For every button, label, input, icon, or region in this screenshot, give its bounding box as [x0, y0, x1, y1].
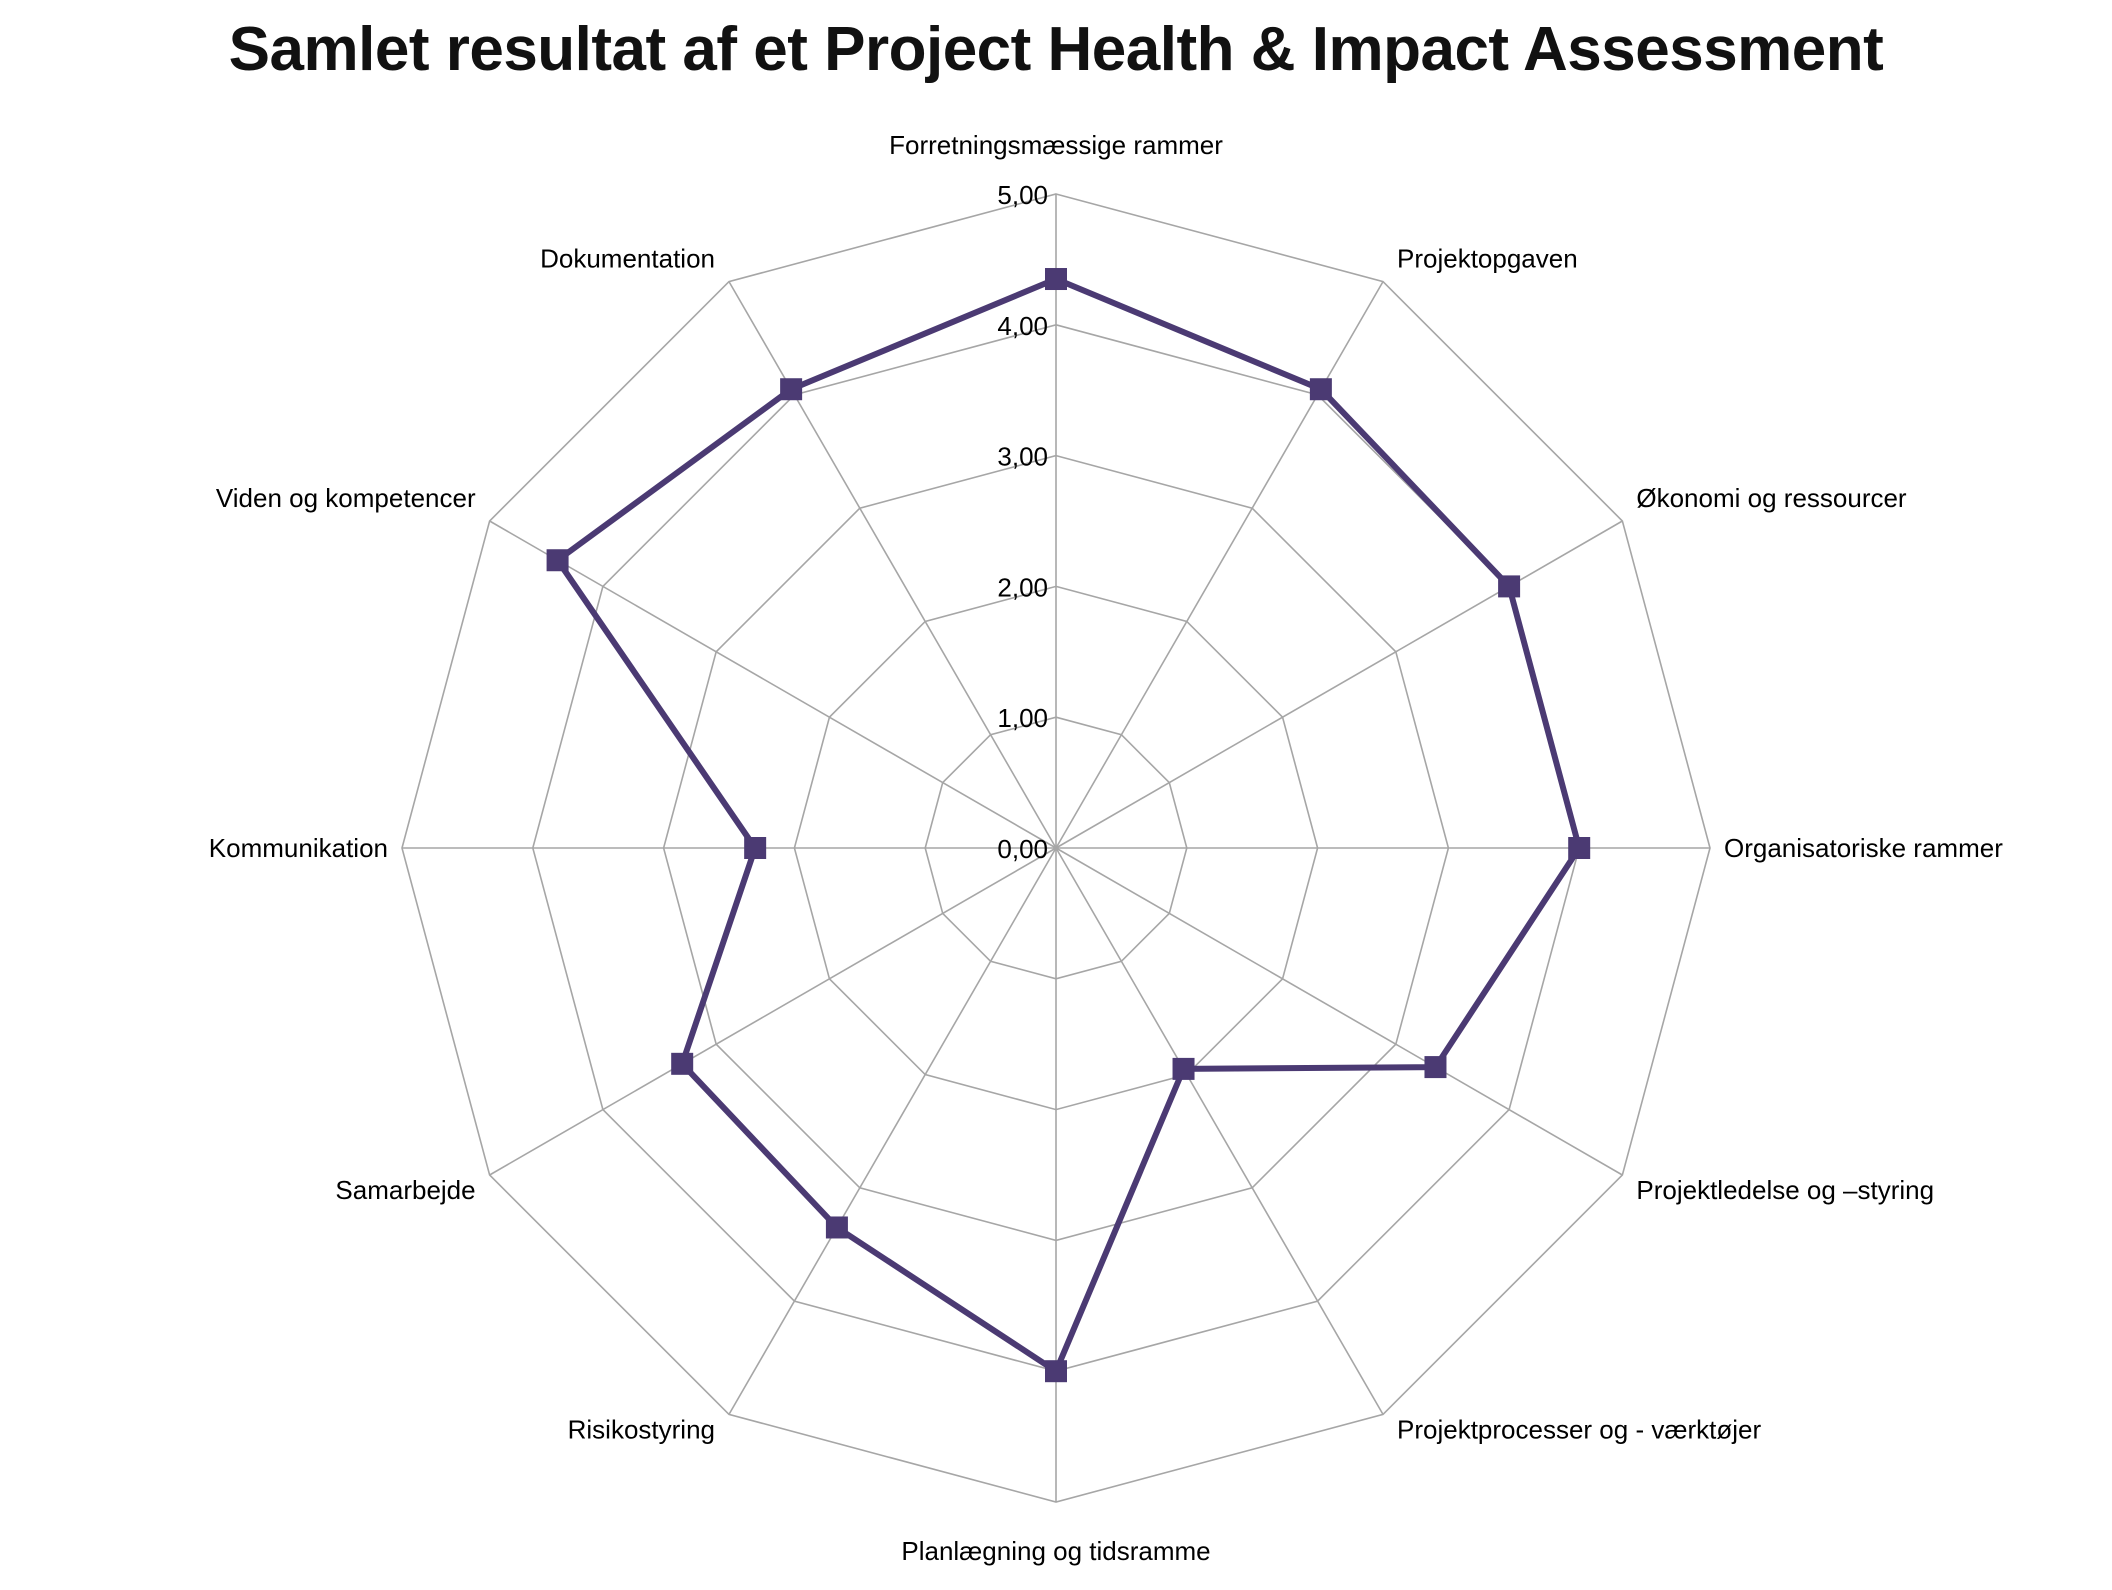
- axis-spoke: [728, 281, 1057, 849]
- data-point-marker: [1172, 1057, 1195, 1080]
- tick-label: 3,00: [997, 442, 1048, 472]
- axis-category-label: Forretningsmæssige rammer: [889, 130, 1223, 160]
- data-point-marker: [825, 1216, 848, 1239]
- data-point-marker: [1045, 1360, 1067, 1383]
- axis-category-label: Projektledelse og –styring: [1636, 1175, 1934, 1205]
- tick-label: 5,00: [997, 180, 1048, 210]
- axis-spoke: [489, 520, 1057, 849]
- spoke-layer: [402, 194, 1710, 1502]
- label-layer: Forretningsmæssige rammer Projektopgaven Ø…: [209, 130, 2003, 1566]
- data-point-marker: [1568, 837, 1591, 859]
- tick-layer: 0,00 1,00 2,00 3,00 4,00 5,00: [997, 180, 1048, 864]
- chart-title: Samlet resultat af et Project Health & I…: [228, 15, 1884, 84]
- axis-category-label: Projektopgaven: [1397, 244, 1578, 274]
- axis-category-label: Økonomi og ressourcer: [1636, 483, 1907, 513]
- data-point-marker: [1045, 268, 1067, 291]
- axis-spoke: [1055, 847, 1623, 1176]
- axis-category-label: Organisatoriske rammer: [1724, 833, 2003, 863]
- axis-spoke: [1055, 847, 1384, 1415]
- axis-category-label: Viden og kompetencer: [216, 483, 476, 513]
- axis-spoke: [489, 847, 1057, 1176]
- data-point-marker: [744, 837, 767, 859]
- axis-category-label: Risikostyring: [568, 1414, 715, 1444]
- axis-category-label: Planlægning og tidsramme: [901, 1536, 1210, 1566]
- series-layer: [546, 268, 1591, 1383]
- axis-category-label: Dokumentation: [540, 244, 715, 274]
- tick-label: 0,00: [997, 834, 1048, 864]
- axis-category-label: Samarbejde: [335, 1175, 475, 1205]
- tick-label: 1,00: [997, 703, 1048, 733]
- data-point-marker: [780, 378, 803, 401]
- axis-category-label: Projektprocesser og - værktøjer: [1397, 1414, 1761, 1444]
- tick-label: 2,00: [997, 572, 1048, 602]
- axis-spoke: [1055, 281, 1384, 849]
- axis-category-label: Kommunikation: [209, 833, 388, 863]
- data-point-marker: [1309, 378, 1332, 401]
- axis-spoke: [728, 847, 1057, 1415]
- data-point-marker: [671, 1052, 694, 1075]
- tick-label: 4,00: [997, 311, 1048, 341]
- data-point-marker: [546, 549, 569, 572]
- data-point-marker: [1498, 575, 1521, 598]
- data-point-marker: [1424, 1056, 1447, 1079]
- axis-spoke: [1055, 520, 1623, 849]
